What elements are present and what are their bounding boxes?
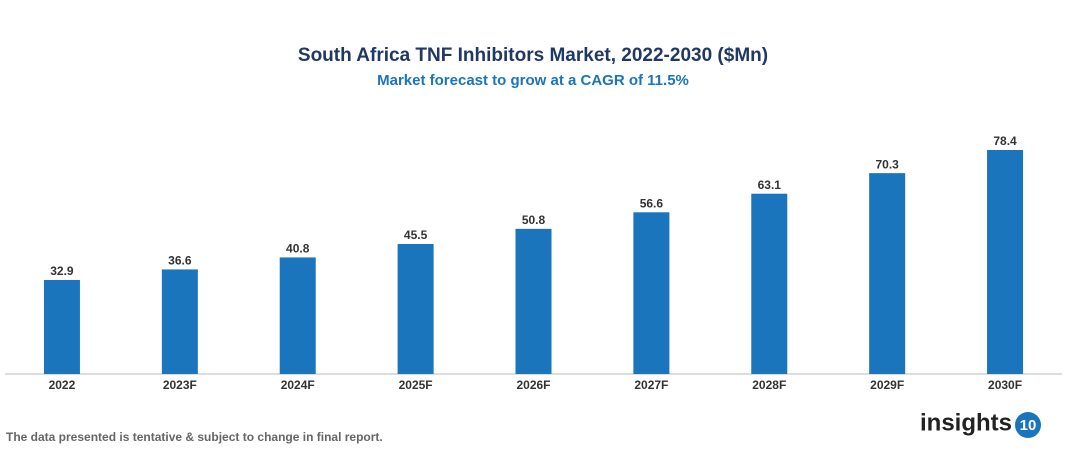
bar [161,269,198,374]
data-label: 32.9 [50,264,74,278]
data-label: 45.5 [404,228,428,242]
bar [633,212,670,374]
chart-subtitle: Market forecast to grow at a CAGR of 11.… [377,72,689,89]
logo-badge [1015,412,1041,438]
x-tick-label: 2022 [49,378,76,392]
x-tick-label: 2023F [163,378,197,392]
footer-note: The data presented is tentative & subjec… [6,430,383,444]
bar [869,173,906,374]
bar [751,193,788,374]
bar [397,244,434,374]
bar [515,228,552,374]
logo-text: insights [920,409,1012,436]
x-tick-label: 2026F [516,378,550,392]
bar [279,257,316,374]
data-label: 56.6 [640,196,664,210]
data-label: 36.6 [168,254,192,268]
data-label: 40.8 [286,242,310,256]
x-tick-label: 2030F [988,378,1022,392]
data-label: 63.1 [758,178,782,192]
x-tick-label: 2029F [870,378,904,392]
chart-title: South Africa TNF Inhibitors Market, 2022… [298,45,768,66]
bar [987,150,1024,374]
x-tick-label: 2028F [752,378,786,392]
x-tick-label: 2027F [634,378,668,392]
logo-number: 10 [1020,417,1037,434]
x-tick-label: 2025F [399,378,433,392]
data-label: 78.4 [993,134,1017,148]
data-label: 50.8 [522,213,546,227]
bar [43,280,80,374]
x-tick-label: 2024F [281,378,315,392]
data-label: 70.3 [875,157,899,171]
